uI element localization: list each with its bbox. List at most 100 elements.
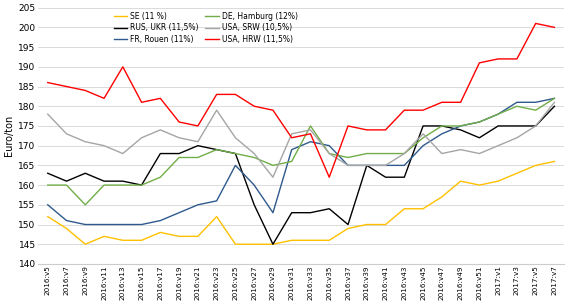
SE (11 %)	[82, 242, 89, 246]
USA, HRW (11,5%)	[345, 124, 352, 128]
FR, Rouen (11%)	[194, 203, 201, 207]
USA, SRW (10,5%)	[382, 164, 389, 167]
DE, Hamburg (12%)	[251, 156, 258, 159]
DE, Hamburg (12%)	[119, 183, 126, 187]
RUS, UKR (11,5%)	[382, 175, 389, 179]
USA, HRW (11,5%)	[176, 120, 182, 124]
USA, HRW (11,5%)	[232, 93, 239, 96]
SE (11 %)	[532, 164, 539, 167]
RUS, UKR (11,5%)	[532, 124, 539, 128]
FR, Rouen (11%)	[326, 144, 333, 147]
SE (11 %)	[213, 215, 220, 219]
USA, SRW (10,5%)	[82, 140, 89, 143]
USA, SRW (10,5%)	[438, 152, 445, 155]
USA, HRW (11,5%)	[513, 57, 520, 61]
FR, Rouen (11%)	[532, 100, 539, 104]
FR, Rouen (11%)	[63, 219, 70, 223]
SE (11 %)	[270, 242, 277, 246]
DE, Hamburg (12%)	[476, 120, 483, 124]
FR, Rouen (11%)	[157, 219, 164, 223]
RUS, UKR (11,5%)	[157, 152, 164, 155]
FR, Rouen (11%)	[513, 100, 520, 104]
SE (11 %)	[495, 179, 502, 183]
SE (11 %)	[119, 238, 126, 242]
USA, SRW (10,5%)	[176, 136, 182, 140]
DE, Hamburg (12%)	[270, 164, 277, 167]
FR, Rouen (11%)	[401, 164, 408, 167]
FR, Rouen (11%)	[457, 124, 464, 128]
SE (11 %)	[420, 207, 427, 211]
USA, HRW (11,5%)	[326, 175, 333, 179]
FR, Rouen (11%)	[119, 223, 126, 226]
DE, Hamburg (12%)	[382, 152, 389, 155]
FR, Rouen (11%)	[232, 164, 239, 167]
USA, HRW (11,5%)	[532, 22, 539, 25]
RUS, UKR (11,5%)	[232, 152, 239, 155]
FR, Rouen (11%)	[213, 199, 220, 203]
USA, SRW (10,5%)	[232, 136, 239, 140]
USA, HRW (11,5%)	[157, 97, 164, 100]
DE, Hamburg (12%)	[194, 156, 201, 159]
USA, HRW (11,5%)	[401, 108, 408, 112]
DE, Hamburg (12%)	[82, 203, 89, 207]
RUS, UKR (11,5%)	[551, 104, 558, 108]
USA, SRW (10,5%)	[44, 112, 51, 116]
USA, HRW (11,5%)	[420, 108, 427, 112]
Line: USA, HRW (11,5%): USA, HRW (11,5%)	[48, 23, 554, 177]
DE, Hamburg (12%)	[438, 124, 445, 128]
DE, Hamburg (12%)	[326, 152, 333, 155]
USA, HRW (11,5%)	[476, 61, 483, 65]
USA, SRW (10,5%)	[251, 152, 258, 155]
SE (11 %)	[476, 183, 483, 187]
USA, SRW (10,5%)	[307, 128, 314, 132]
DE, Hamburg (12%)	[176, 156, 182, 159]
Line: USA, SRW (10,5%): USA, SRW (10,5%)	[48, 102, 554, 177]
DE, Hamburg (12%)	[401, 152, 408, 155]
DE, Hamburg (12%)	[495, 112, 502, 116]
SE (11 %)	[364, 223, 370, 226]
FR, Rouen (11%)	[476, 120, 483, 124]
FR, Rouen (11%)	[495, 112, 502, 116]
USA, HRW (11,5%)	[101, 97, 107, 100]
RUS, UKR (11,5%)	[326, 207, 333, 211]
FR, Rouen (11%)	[420, 144, 427, 147]
RUS, UKR (11,5%)	[476, 136, 483, 140]
USA, HRW (11,5%)	[270, 108, 277, 112]
DE, Hamburg (12%)	[289, 160, 295, 163]
SE (11 %)	[138, 238, 145, 242]
USA, HRW (11,5%)	[307, 132, 314, 136]
USA, SRW (10,5%)	[289, 132, 295, 136]
RUS, UKR (11,5%)	[401, 175, 408, 179]
Line: RUS, UKR (11,5%): RUS, UKR (11,5%)	[48, 106, 554, 244]
USA, SRW (10,5%)	[270, 175, 277, 179]
DE, Hamburg (12%)	[532, 108, 539, 112]
USA, HRW (11,5%)	[551, 26, 558, 29]
RUS, UKR (11,5%)	[44, 171, 51, 175]
USA, HRW (11,5%)	[382, 128, 389, 132]
USA, SRW (10,5%)	[495, 144, 502, 147]
DE, Hamburg (12%)	[213, 148, 220, 151]
RUS, UKR (11,5%)	[289, 211, 295, 215]
SE (11 %)	[101, 234, 107, 238]
USA, HRW (11,5%)	[44, 81, 51, 85]
SE (11 %)	[176, 234, 182, 238]
USA, SRW (10,5%)	[364, 164, 370, 167]
FR, Rouen (11%)	[551, 97, 558, 100]
SE (11 %)	[513, 171, 520, 175]
SE (11 %)	[401, 207, 408, 211]
USA, SRW (10,5%)	[532, 124, 539, 128]
DE, Hamburg (12%)	[44, 183, 51, 187]
USA, SRW (10,5%)	[401, 152, 408, 155]
DE, Hamburg (12%)	[345, 156, 352, 159]
USA, SRW (10,5%)	[476, 152, 483, 155]
SE (11 %)	[232, 242, 239, 246]
RUS, UKR (11,5%)	[495, 124, 502, 128]
RUS, UKR (11,5%)	[364, 164, 370, 167]
RUS, UKR (11,5%)	[63, 179, 70, 183]
FR, Rouen (11%)	[44, 203, 51, 207]
RUS, UKR (11,5%)	[119, 179, 126, 183]
Legend: SE (11 %), RUS, UKR (11,5%), FR, Rouen (11%), DE, Hamburg (12%), USA, SRW (10,5%: SE (11 %), RUS, UKR (11,5%), FR, Rouen (…	[111, 9, 301, 47]
USA, HRW (11,5%)	[63, 85, 70, 88]
RUS, UKR (11,5%)	[513, 124, 520, 128]
USA, SRW (10,5%)	[513, 136, 520, 140]
